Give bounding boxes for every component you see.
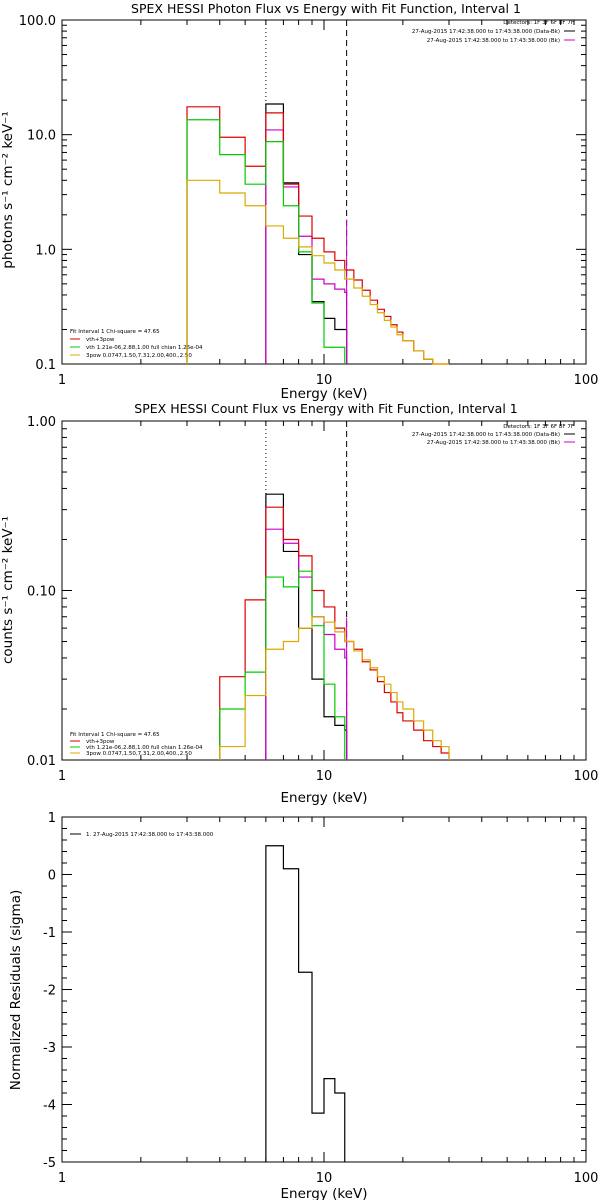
y-tick-label: -5	[43, 1156, 56, 1171]
y-tick-label: 100.0	[19, 14, 56, 29]
y-axis-label: photons s⁻¹ cm⁻² keV⁻¹	[0, 111, 16, 269]
y-tick-label: -3	[43, 1041, 56, 1056]
chart-title: SPEX HESSI Count Flux vs Energy with Fit…	[134, 401, 517, 416]
x-axis-label: Energy (keV)	[281, 386, 368, 402]
residuals-panel: Energy (keV) Normalized Residuals (sigma…	[8, 811, 598, 1200]
photon-flux-panel: SPEX HESSI Photon Flux vs Energy with Fi…	[0, 1, 598, 402]
y-axis-label: counts s⁻¹ cm⁻² keV⁻¹	[0, 516, 16, 664]
x-tick-label: 10	[316, 769, 333, 784]
y-tick-label: 0.1	[35, 358, 56, 373]
count-flux-panel: SPEX HESSI Count Flux vs Energy with Fit…	[0, 401, 598, 806]
y-tick-label: 1	[48, 811, 56, 826]
x-tick-label: 1	[58, 1171, 66, 1186]
x-tick-label: 100	[574, 1171, 599, 1186]
header-line-bk: 27-Aug-2015 17:42:38.000 to 17:43:38.000…	[427, 440, 560, 446]
legend-title: Fit Interval 1 Chi-square = 47.65	[70, 329, 160, 335]
series-line	[265, 103, 348, 364]
x-axis-label: Energy (keV)	[281, 790, 368, 806]
header-line-data: 27-Aug-2015 17:42:38.000 to 17:43:38.000…	[412, 432, 560, 438]
y-tick-label: 0.10	[27, 585, 56, 600]
legend-entry: 3pow 0.0747,1.50,7.31,2.00,400.,2.50	[86, 751, 192, 757]
series-line	[219, 506, 450, 760]
x-tick-label: 1	[58, 769, 66, 784]
y-tick-label: 0.01	[27, 754, 56, 769]
y-tick-label: 10.0	[27, 129, 56, 144]
series-line	[186, 119, 346, 364]
chart-title: SPEX HESSI Photon Flux vs Energy with Fi…	[131, 1, 521, 16]
y-tick-label: 1.00	[27, 415, 56, 430]
x-tick-label: 1	[58, 373, 66, 388]
series-line	[186, 179, 450, 365]
y-tick-label: -1	[43, 926, 56, 941]
series-line	[265, 845, 346, 1162]
x-tick-label: 100	[574, 373, 599, 388]
legend-entry: 3pow 0.0747,1.50,7.31,2.00,400.,2.50	[86, 353, 192, 359]
y-tick-label: 0	[48, 869, 56, 884]
series-line	[219, 616, 450, 760]
legend-entry: vth 1.21e-06,2.88,1.00 full chian 1.26e-…	[86, 745, 203, 751]
series-line	[186, 106, 450, 365]
legend-entry: vth+3pow	[86, 739, 115, 745]
y-tick-label: 1.0	[35, 243, 56, 258]
x-axis-label: Energy (keV)	[281, 1186, 368, 1200]
header-line-bk: 27-Aug-2015 17:42:38.000 to 17:43:38.000…	[427, 38, 560, 44]
legend-entry: vth+3pow	[86, 337, 115, 343]
x-tick-label: 10	[316, 1171, 333, 1186]
series-line	[219, 570, 346, 760]
x-tick-label: 10	[316, 373, 333, 388]
legend-entry: vth 1.21e-06,2.88,1.00 full chian 1.26e-…	[86, 345, 203, 351]
header-line-data: 27-Aug-2015 17:42:38.000 to 17:43:38.000…	[412, 29, 560, 35]
legend-title: Fit Interval 1 Chi-square = 47.65	[70, 732, 160, 738]
detectors-label: Detectors: 1F 3F 6F 8F 7F	[503, 424, 574, 430]
y-tick-label: -2	[43, 984, 56, 999]
x-tick-label: 100	[574, 769, 599, 784]
y-axis-label: Normalized Residuals (sigma)	[8, 890, 24, 1091]
detectors-label: Detectors: 1F 3F 6F 8F 7F	[503, 20, 574, 26]
legend-entry: 1. 27-Aug-2015 17:42:38.000 to 17:43:38.…	[86, 832, 214, 838]
y-tick-label: -4	[43, 1099, 56, 1114]
